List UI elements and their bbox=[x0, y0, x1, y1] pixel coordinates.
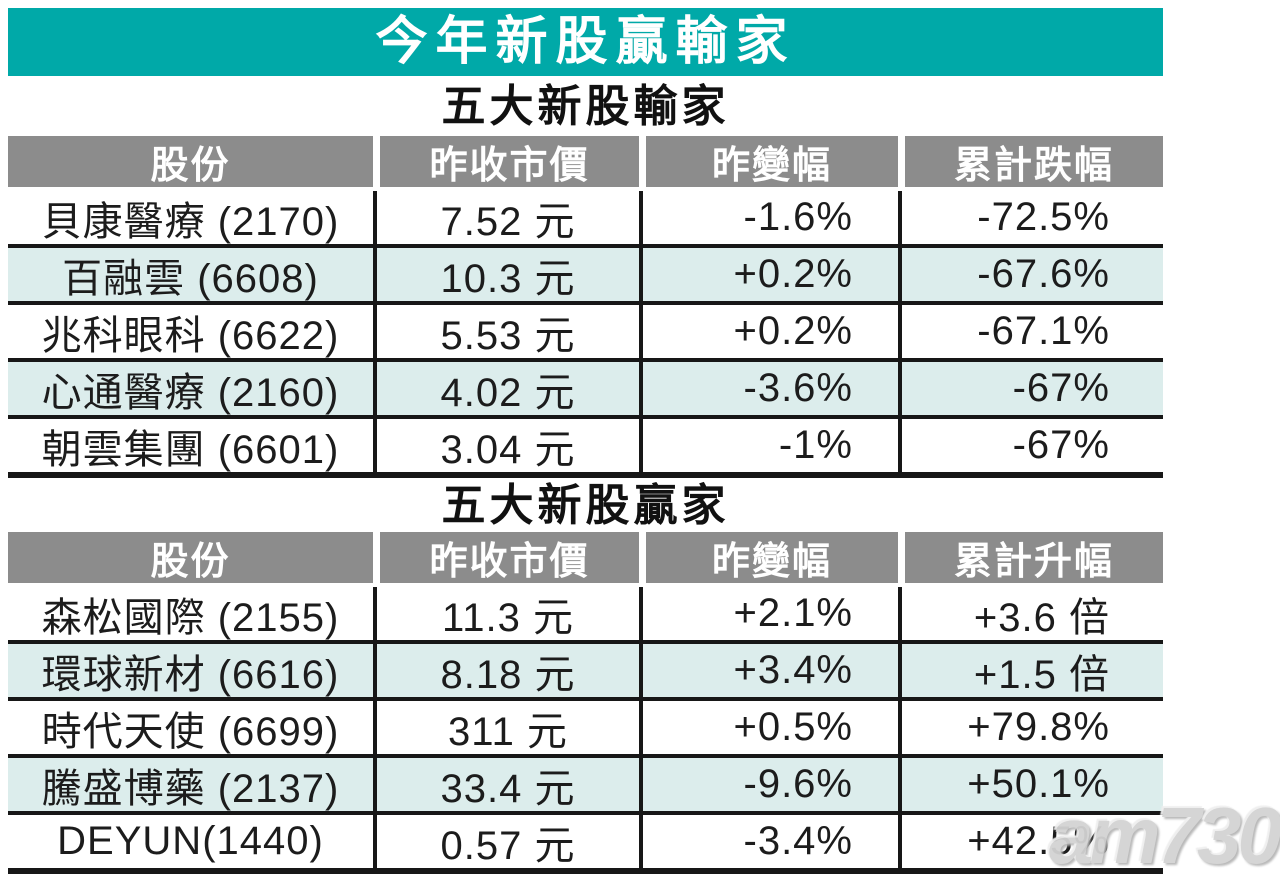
losers-section-title: 五大新股輸家 bbox=[441, 82, 730, 131]
winners-table: 股份 昨收市價 昨變幅 累計升幅 森松國際 (2155) 11.3 元 +2.1… bbox=[8, 532, 1163, 874]
column-header-cumulative-gain: 累計升幅 bbox=[898, 532, 1163, 583]
cumulative-cell: -67% bbox=[898, 362, 1163, 415]
table-row: 騰盛博藥 (2137) 33.4 元 -9.6% +50.1% bbox=[8, 758, 1163, 815]
column-header-close-price: 昨收市價 bbox=[373, 136, 639, 187]
stock-cell: 環球新材 (6616) bbox=[41, 652, 340, 697]
table-row: 森松國際 (2155) 11.3 元 +2.1% +3.6 倍 bbox=[8, 587, 1163, 644]
stock-cell: 兆科眼科 (6622) bbox=[41, 313, 340, 358]
change-cell: +3.4% bbox=[639, 644, 898, 697]
change-cell: +2.1% bbox=[639, 587, 898, 640]
stock-cell: 百融雲 (6608) bbox=[62, 256, 319, 301]
table-row: 心通醫療 (2160) 4.02 元 -3.6% -67% bbox=[8, 362, 1163, 419]
price-cell: 311 元 bbox=[373, 701, 639, 754]
price-cell: 5.53 元 bbox=[373, 305, 639, 358]
content-column: 今年新股贏輸家 五大新股輸家 股份 昨收市價 昨變幅 累計跌幅 貝康醫療 (21… bbox=[8, 0, 1163, 874]
column-header-daily-change: 昨變幅 bbox=[639, 136, 898, 187]
column-header-stock: 股份 bbox=[8, 532, 373, 583]
table-row: 時代天使 (6699) 311 元 +0.5% +79.8% bbox=[8, 701, 1163, 758]
change-cell: +0.2% bbox=[639, 248, 898, 301]
cumulative-cell: +42.5% bbox=[898, 815, 1163, 868]
stock-cell: 時代天使 (6699) bbox=[41, 709, 340, 754]
cumulative-cell: -67.1% bbox=[898, 305, 1163, 358]
page-title: 今年新股贏輸家 bbox=[375, 13, 796, 71]
stock-cell: 騰盛博藥 (2137) bbox=[41, 766, 340, 811]
losers-table: 股份 昨收市價 昨變幅 累計跌幅 貝康醫療 (2170) 7.52 元 -1.6… bbox=[8, 136, 1163, 478]
change-cell: -3.6% bbox=[639, 362, 898, 415]
change-cell: -1% bbox=[639, 419, 898, 472]
change-cell: -1.6% bbox=[639, 191, 898, 244]
cumulative-cell: +3.6 倍 bbox=[898, 587, 1163, 640]
table-row: 朝雲集團 (6601) 3.04 元 -1% -67% bbox=[8, 419, 1163, 472]
price-cell: 0.57 元 bbox=[373, 815, 639, 868]
cumulative-cell: +50.1% bbox=[898, 758, 1163, 811]
change-cell: -3.4% bbox=[639, 815, 898, 868]
price-cell: 7.52 元 bbox=[373, 191, 639, 244]
winners-header-row: 股份 昨收市價 昨變幅 累計升幅 bbox=[8, 532, 1163, 583]
price-cell: 33.4 元 bbox=[373, 758, 639, 811]
cumulative-cell: +79.8% bbox=[898, 701, 1163, 754]
price-cell: 8.18 元 bbox=[373, 644, 639, 697]
price-cell: 10.3 元 bbox=[373, 248, 639, 301]
table-row: 百融雲 (6608) 10.3 元 +0.2% -67.6% bbox=[8, 248, 1163, 305]
column-header-close-price: 昨收市價 bbox=[373, 532, 639, 583]
stock-cell: 貝康醫療 (2170) bbox=[41, 199, 340, 244]
table-row: 環球新材 (6616) 8.18 元 +3.4% +1.5 倍 bbox=[8, 644, 1163, 701]
cumulative-cell: -72.5% bbox=[898, 191, 1163, 244]
cumulative-cell: -67% bbox=[898, 419, 1163, 472]
cumulative-cell: -67.6% bbox=[898, 248, 1163, 301]
am730-watermark-logo: am730 bbox=[1048, 791, 1280, 880]
stock-cell: DEYUN(1440) bbox=[57, 819, 324, 863]
table-row: DEYUN(1440) 0.57 元 -3.4% +42.5% bbox=[8, 815, 1163, 868]
column-header-cumulative-decline: 累計跌幅 bbox=[898, 136, 1163, 187]
cumulative-cell: +1.5 倍 bbox=[898, 644, 1163, 697]
table-row: 貝康醫療 (2170) 7.52 元 -1.6% -72.5% bbox=[8, 191, 1163, 248]
price-cell: 4.02 元 bbox=[373, 362, 639, 415]
change-cell: +0.5% bbox=[639, 701, 898, 754]
change-cell: -9.6% bbox=[639, 758, 898, 811]
title-banner: 今年新股贏輸家 bbox=[8, 8, 1163, 76]
stock-cell: 森松國際 (2155) bbox=[41, 595, 340, 640]
table-row: 兆科眼科 (6622) 5.53 元 +0.2% -67.1% bbox=[8, 305, 1163, 362]
losers-header-row: 股份 昨收市價 昨變幅 累計跌幅 bbox=[8, 136, 1163, 187]
stock-cell: 朝雲集團 (6601) bbox=[41, 427, 340, 472]
winners-section-title: 五大新股贏家 bbox=[441, 481, 730, 530]
column-header-stock: 股份 bbox=[8, 136, 373, 187]
column-header-daily-change: 昨變幅 bbox=[639, 532, 898, 583]
price-cell: 11.3 元 bbox=[373, 587, 639, 640]
change-cell: +0.2% bbox=[639, 305, 898, 358]
price-cell: 3.04 元 bbox=[373, 419, 639, 472]
stock-cell: 心通醫療 (2160) bbox=[41, 370, 340, 415]
